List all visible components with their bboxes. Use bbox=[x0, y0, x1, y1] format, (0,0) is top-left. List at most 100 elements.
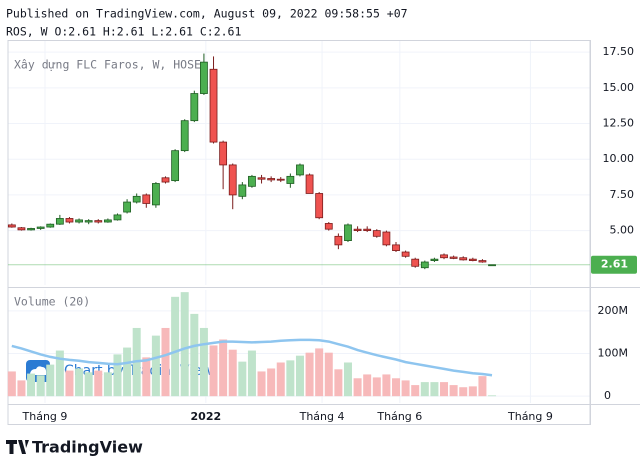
symbol-line: ROS, W O:2.61 H:2.61 L:2.61 C:2.61 bbox=[6, 25, 241, 39]
candle-body bbox=[267, 178, 276, 181]
candle-body bbox=[46, 223, 55, 228]
volume-bar bbox=[103, 372, 112, 397]
volume-ma-line bbox=[11, 338, 493, 377]
volume-bar bbox=[75, 368, 84, 397]
candle-body bbox=[75, 219, 83, 223]
volume-bar bbox=[305, 352, 314, 397]
volume-bar bbox=[180, 292, 189, 397]
volume-bar bbox=[343, 362, 352, 397]
volume-bar bbox=[27, 373, 36, 397]
candle-body bbox=[27, 228, 35, 231]
last-price-label: 2.61 bbox=[601, 258, 628, 271]
candle-body bbox=[286, 175, 295, 184]
volume-bar bbox=[199, 327, 208, 397]
brand-text: TradingView bbox=[32, 438, 143, 457]
candle-body bbox=[123, 201, 131, 213]
candle-body bbox=[113, 214, 122, 221]
candle-body bbox=[324, 223, 333, 230]
candle-body bbox=[238, 184, 247, 197]
volume-bar bbox=[17, 380, 26, 397]
volume-bar bbox=[353, 378, 362, 397]
x-tick-label: Tháng 6 bbox=[376, 410, 422, 423]
volume-bar bbox=[286, 360, 295, 397]
candle-body bbox=[84, 220, 93, 223]
volume-bar bbox=[276, 362, 285, 397]
candle-body bbox=[334, 235, 343, 246]
volume-bar bbox=[94, 370, 103, 397]
candle-body bbox=[180, 120, 189, 152]
volume-bar bbox=[392, 378, 400, 397]
candle-body bbox=[248, 175, 256, 187]
volume-bar bbox=[257, 371, 266, 397]
candle-body bbox=[132, 195, 141, 203]
volume-bar bbox=[171, 296, 180, 397]
watermark-cloud bbox=[30, 366, 47, 375]
volume-bar bbox=[84, 372, 93, 397]
volume-bar bbox=[65, 370, 74, 397]
candle-body bbox=[17, 227, 26, 231]
volume-bar bbox=[219, 339, 228, 397]
y-tick-label: 12.50 bbox=[603, 117, 635, 130]
candle-body bbox=[420, 261, 429, 269]
volume-bar bbox=[142, 357, 151, 397]
volume-tick-label: 100M bbox=[598, 347, 629, 360]
candle-body bbox=[478, 260, 487, 263]
candle-body bbox=[372, 230, 381, 237]
candle-body bbox=[209, 68, 218, 143]
candle-body bbox=[228, 164, 237, 196]
volume-bar bbox=[363, 374, 372, 397]
volume-bar bbox=[36, 375, 45, 397]
candle-body bbox=[363, 228, 372, 232]
candle-body bbox=[488, 264, 496, 267]
y-tick-label: 15.00 bbox=[603, 81, 635, 94]
last-price-box bbox=[591, 255, 637, 274]
volume-tick-label: 0 bbox=[604, 389, 611, 402]
candle-body bbox=[468, 258, 477, 261]
published-line: Published on TradingView.com, August 09,… bbox=[6, 7, 408, 21]
volume-bar bbox=[238, 361, 247, 397]
volume-bar bbox=[411, 385, 420, 397]
candle-body bbox=[305, 174, 314, 194]
volume-bar bbox=[449, 385, 458, 397]
legend-title: Xây dựng FLC Faros, W, HOSE bbox=[14, 58, 201, 72]
volume-bar bbox=[7, 371, 16, 397]
volume-bar bbox=[315, 348, 324, 397]
candle-body bbox=[219, 141, 228, 166]
volume-bar bbox=[459, 387, 468, 397]
volume-bar bbox=[190, 313, 199, 397]
volume-bar bbox=[382, 374, 391, 397]
y-tick-label: 5.00 bbox=[610, 224, 635, 237]
volume-bar bbox=[151, 335, 160, 397]
volume-bar bbox=[228, 349, 237, 397]
volume-bar bbox=[430, 382, 439, 397]
volume-bar bbox=[440, 382, 449, 397]
candle-body bbox=[449, 256, 458, 259]
candle-body bbox=[344, 224, 352, 241]
candle-body bbox=[430, 258, 439, 261]
volume-bar bbox=[468, 386, 477, 397]
candle-body bbox=[353, 228, 362, 232]
candle-body bbox=[152, 183, 160, 206]
candle-body bbox=[392, 244, 400, 251]
volume-bar bbox=[209, 345, 218, 397]
candle-body bbox=[103, 219, 112, 223]
volume-bar bbox=[123, 347, 132, 397]
volume-tick-label: 200M bbox=[598, 304, 629, 317]
volume-bar bbox=[420, 382, 429, 397]
candle-body bbox=[65, 218, 74, 223]
volume-bar bbox=[324, 352, 333, 397]
candle-body bbox=[7, 224, 16, 228]
candle-body bbox=[200, 61, 208, 94]
volume-bar bbox=[401, 380, 410, 397]
candle-body bbox=[190, 93, 199, 122]
x-tick-label: Tháng 9 bbox=[22, 410, 68, 423]
volume-bar bbox=[247, 350, 256, 397]
y-tick-label: 10.00 bbox=[603, 152, 635, 165]
x-tick-label: Tháng 9 bbox=[507, 410, 553, 423]
volume-bar bbox=[161, 327, 170, 397]
volume-bar bbox=[295, 355, 304, 397]
candle-body bbox=[55, 218, 64, 225]
volume-bar bbox=[267, 368, 276, 397]
y-tick-label: 7.50 bbox=[610, 188, 635, 201]
